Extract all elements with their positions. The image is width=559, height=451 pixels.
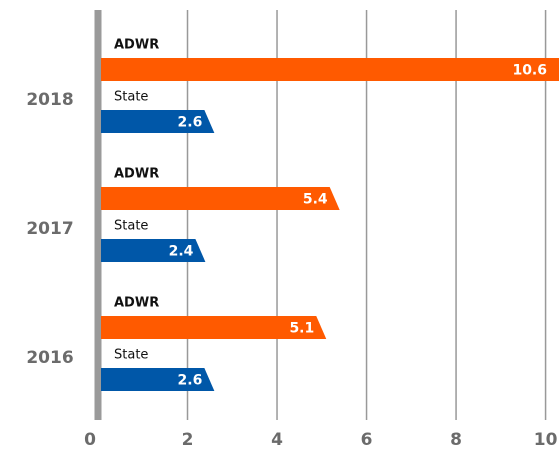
value-label: 2.6 [178, 373, 203, 389]
value-label: 5.4 [303, 192, 328, 208]
x-tick-label: 10 [534, 430, 558, 450]
series-label: ADWR [114, 38, 159, 53]
category-label: 2018 [26, 90, 73, 110]
x-tick-label: 8 [450, 430, 462, 450]
category-label: 2017 [26, 219, 73, 239]
bar [101, 110, 215, 133]
value-label: 2.6 [178, 115, 203, 131]
value-label: 2.4 [169, 244, 194, 260]
bar [101, 239, 206, 262]
series-label: ADWR [114, 167, 159, 182]
x-tick-label: 6 [361, 430, 373, 450]
value-label: 5.1 [289, 321, 314, 337]
bar [101, 368, 215, 391]
bar [101, 316, 327, 339]
series-label: ADWR [114, 296, 159, 311]
series-label: State [114, 90, 148, 105]
series-label: State [114, 348, 148, 363]
x-tick-label: 4 [271, 430, 283, 450]
series-label: State [114, 219, 148, 234]
x-tick-label: 2 [182, 430, 194, 450]
bar [101, 187, 340, 210]
bar [101, 58, 559, 81]
category-label: 2016 [26, 348, 73, 368]
x-tick-label: 0 [84, 430, 96, 450]
value-label: 10.6 [512, 63, 547, 79]
